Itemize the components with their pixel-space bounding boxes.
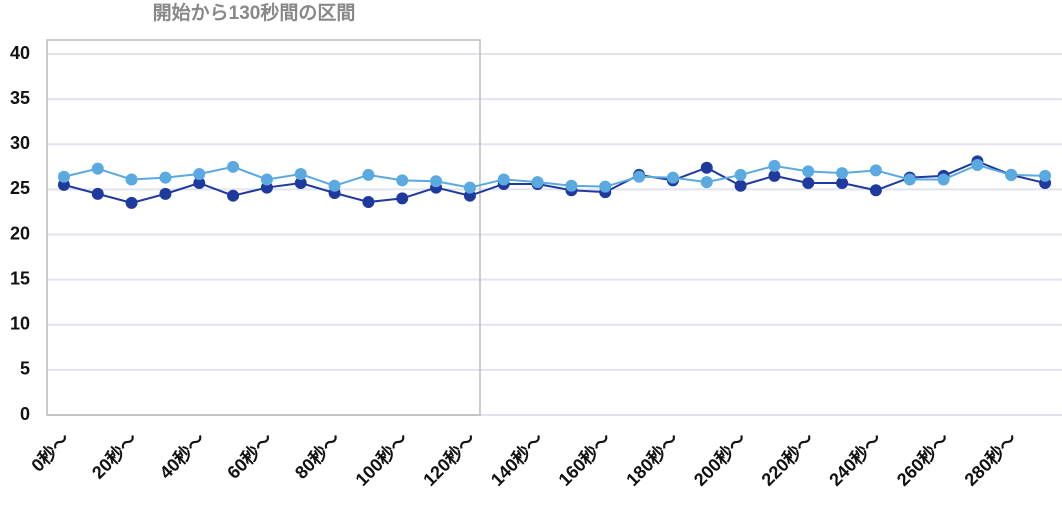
data-point bbox=[294, 168, 307, 181]
y-tick-label: 40 bbox=[10, 43, 30, 63]
data-point bbox=[159, 171, 172, 184]
y-tick-label: 10 bbox=[10, 314, 30, 334]
data-point bbox=[396, 174, 409, 187]
x-tick-label: 20秒〜 bbox=[87, 428, 141, 482]
data-point bbox=[734, 179, 747, 192]
data-point bbox=[633, 170, 646, 183]
data-point bbox=[768, 169, 781, 182]
data-point bbox=[328, 179, 341, 192]
data-point bbox=[497, 173, 510, 186]
data-point bbox=[91, 187, 104, 200]
data-point bbox=[599, 180, 612, 193]
x-tick-label: 120秒〜 bbox=[419, 428, 481, 490]
data-point bbox=[227, 160, 240, 173]
y-tick-label: 25 bbox=[10, 178, 30, 198]
data-point bbox=[1039, 169, 1052, 182]
annotation: 開始から130秒間の区間 bbox=[153, 1, 356, 24]
data-point bbox=[869, 184, 882, 197]
data-point bbox=[193, 168, 206, 181]
data-point bbox=[57, 170, 70, 183]
data-point bbox=[768, 159, 781, 172]
data-point bbox=[836, 167, 849, 180]
series-line bbox=[63, 163, 1046, 189]
x-tick-label: 40秒〜 bbox=[155, 428, 209, 482]
x-tick-label: 80秒〜 bbox=[290, 428, 344, 482]
data-point bbox=[903, 173, 916, 186]
x-tick-label: 160秒〜 bbox=[554, 428, 616, 490]
data-point bbox=[227, 189, 240, 202]
y-tick-label: 0 bbox=[20, 404, 30, 424]
data-point bbox=[802, 177, 815, 190]
x-tick-label: 260秒〜 bbox=[892, 428, 954, 490]
y-tick-label: 20 bbox=[10, 223, 30, 243]
x-tick-label: 280秒〜 bbox=[960, 428, 1022, 490]
data-point bbox=[869, 164, 882, 177]
x-tick-label: 200秒〜 bbox=[689, 428, 751, 490]
data-point bbox=[396, 192, 409, 205]
data-point bbox=[971, 159, 984, 172]
data-point bbox=[125, 196, 138, 209]
highlight-box bbox=[46, 39, 481, 416]
y-tick-label: 30 bbox=[10, 133, 30, 153]
data-point bbox=[260, 173, 273, 186]
data-point bbox=[193, 177, 206, 190]
data-point bbox=[666, 171, 679, 184]
x-tick-label: 60秒〜 bbox=[223, 428, 277, 482]
y-tick-label: 35 bbox=[10, 88, 30, 108]
y-tick-label: 15 bbox=[10, 268, 30, 288]
data-point bbox=[294, 177, 307, 190]
data-point bbox=[430, 175, 443, 188]
y-tick-label: 5 bbox=[20, 359, 30, 379]
data-point bbox=[159, 187, 172, 200]
data-point bbox=[700, 176, 713, 189]
data-point bbox=[125, 173, 138, 186]
data-point bbox=[1005, 168, 1018, 181]
x-tick-label: 220秒〜 bbox=[757, 428, 819, 490]
data-point bbox=[531, 176, 544, 189]
data-point bbox=[362, 196, 375, 209]
data-point bbox=[91, 162, 104, 175]
x-tick-label: 0秒〜 bbox=[27, 428, 74, 475]
x-tick-label: 100秒〜 bbox=[351, 428, 413, 490]
data-point bbox=[734, 168, 747, 181]
data-point bbox=[937, 173, 950, 186]
series-line bbox=[63, 160, 1046, 204]
data-point bbox=[836, 177, 849, 190]
data-point bbox=[463, 181, 476, 194]
data-point bbox=[700, 161, 713, 174]
data-point bbox=[565, 179, 578, 192]
x-tick-label: 180秒〜 bbox=[622, 428, 684, 490]
x-tick-label: 240秒〜 bbox=[825, 428, 887, 490]
x-tick-label: 140秒〜 bbox=[486, 428, 548, 490]
data-point bbox=[802, 165, 815, 178]
data-point bbox=[362, 168, 375, 181]
